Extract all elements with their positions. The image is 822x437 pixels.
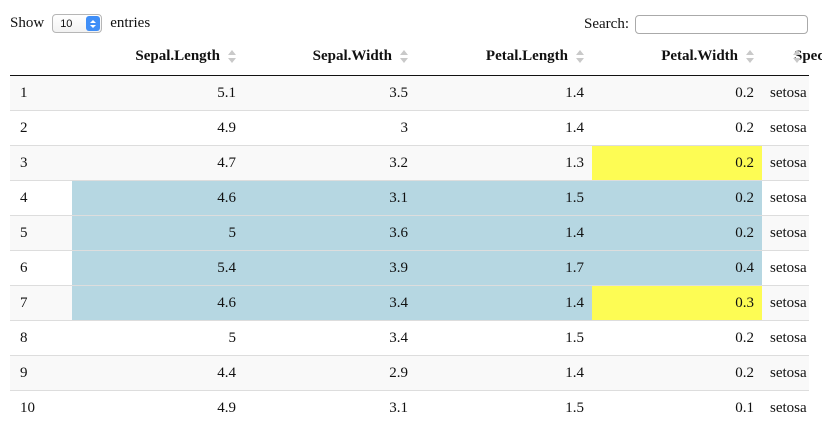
search-label: Search: <box>584 16 629 32</box>
cell-sepal-length-highlighted: 4.6 <box>72 180 244 216</box>
cell-petal-width: 0.2 <box>592 75 762 111</box>
page-length-value: 10 <box>60 17 73 30</box>
sort-icon <box>793 50 801 64</box>
cell-species: setosa <box>762 355 809 391</box>
cell-sepal-length: 4.9 <box>72 110 244 146</box>
cell-sepal-length: 4.7 <box>72 145 244 181</box>
cell-sepal-length-highlighted: 5.4 <box>72 250 244 286</box>
column-header-petal-width[interactable]: Petal.Width <box>592 38 762 76</box>
sort-icon <box>228 50 236 64</box>
cell-sepal-width: 3.5 <box>244 75 416 111</box>
cell-species: setosa <box>762 110 809 146</box>
row-number: 3 <box>10 145 72 181</box>
cell-species: setosa <box>762 390 809 425</box>
column-header-label: Sepal.Width <box>312 48 392 64</box>
select-arrows-icon <box>86 16 101 31</box>
row-number: 6 <box>10 250 72 286</box>
table-row[interactable]: 3 4.7 3.2 1.3 0.2 setosa <box>10 145 809 181</box>
table-row[interactable]: 8 5 3.4 1.5 0.2 setosa <box>10 320 809 356</box>
cell-petal-width: 0.2 <box>592 320 762 356</box>
cell-petal-width-highlighted: 0.2 <box>592 145 762 181</box>
cell-sepal-width: 3.1 <box>244 390 416 425</box>
cell-sepal-width: 3 <box>244 110 416 146</box>
row-number: 7 <box>10 285 72 321</box>
cell-petal-length-highlighted: 1.4 <box>416 215 592 251</box>
cell-petal-length: 1.4 <box>416 355 592 391</box>
cell-petal-length: 1.5 <box>416 390 592 425</box>
table-row[interactable]: 9 4.4 2.9 1.4 0.2 setosa <box>10 355 809 391</box>
cell-petal-length-highlighted: 1.7 <box>416 250 592 286</box>
search-control: Search: <box>584 15 808 34</box>
table-row[interactable]: 7 4.6 3.4 1.4 0.3 setosa <box>10 285 809 321</box>
column-header-species[interactable]: Species <box>762 38 822 76</box>
cell-sepal-width-highlighted: 3.6 <box>244 215 416 251</box>
cell-species: setosa <box>762 250 809 286</box>
cell-species: setosa <box>762 145 809 181</box>
cell-petal-length: 1.4 <box>416 75 592 111</box>
cell-petal-width: 0.1 <box>592 390 762 425</box>
sort-icon <box>400 50 408 64</box>
sort-icon <box>746 50 754 64</box>
entries-label: entries <box>110 15 151 31</box>
cell-petal-length: 1.3 <box>416 145 592 181</box>
table-row[interactable]: 6 5.4 3.9 1.7 0.4 setosa <box>10 250 809 286</box>
column-header-index <box>10 38 72 76</box>
cell-petal-width-highlighted: 0.4 <box>592 250 762 286</box>
header-row: Sepal.Length Sepal.Width Petal.Length Pe… <box>10 38 822 76</box>
cell-petal-width: 0.2 <box>592 110 762 146</box>
table-row[interactable]: 10 4.9 3.1 1.5 0.1 setosa <box>10 390 809 425</box>
table-row[interactable]: 2 4.9 3 1.4 0.2 setosa <box>10 110 809 146</box>
row-number: 2 <box>10 110 72 146</box>
column-header-label: Species <box>794 48 822 64</box>
cell-sepal-length-highlighted: 4.6 <box>72 285 244 321</box>
table-row[interactable]: 4 4.6 3.1 1.5 0.2 setosa <box>10 180 809 216</box>
column-header-sepal-length[interactable]: Sepal.Length <box>72 38 244 76</box>
cell-sepal-width-highlighted: 3.9 <box>244 250 416 286</box>
cell-sepal-width: 2.9 <box>244 355 416 391</box>
column-header-petal-length[interactable]: Petal.Length <box>416 38 592 76</box>
cell-petal-width-highlighted: 0.2 <box>592 215 762 251</box>
row-number: 5 <box>10 215 72 251</box>
cell-petal-length: 1.5 <box>416 320 592 356</box>
cell-sepal-length-highlighted: 5 <box>72 215 244 251</box>
cell-sepal-length: 4.9 <box>72 390 244 425</box>
data-table: Sepal.Length Sepal.Width Petal.Length Pe… <box>10 38 822 425</box>
cell-petal-width-highlighted: 0.2 <box>592 180 762 216</box>
cell-sepal-width-highlighted: 3.4 <box>244 285 416 321</box>
show-label: Show <box>10 15 45 31</box>
page-length-select[interactable]: 10 <box>52 14 103 33</box>
table-controls: Show 10 entries Search: <box>0 0 822 44</box>
cell-species: setosa <box>762 285 809 321</box>
cell-sepal-width: 3.2 <box>244 145 416 181</box>
row-number: 4 <box>10 180 72 216</box>
column-header-sepal-width[interactable]: Sepal.Width <box>244 38 416 76</box>
cell-species: setosa <box>762 215 809 251</box>
cell-sepal-length: 5.1 <box>72 75 244 111</box>
cell-sepal-width-highlighted: 3.1 <box>244 180 416 216</box>
cell-species: setosa <box>762 75 809 111</box>
column-header-label: Sepal.Length <box>135 48 220 64</box>
cell-petal-width: 0.2 <box>592 355 762 391</box>
row-number: 1 <box>10 75 72 111</box>
table-row[interactable]: 1 5.1 3.5 1.4 0.2 setosa <box>10 75 809 111</box>
row-number: 9 <box>10 355 72 391</box>
cell-petal-length-highlighted: 1.5 <box>416 180 592 216</box>
cell-petal-width-highlighted: 0.3 <box>592 285 762 321</box>
cell-sepal-width: 3.4 <box>244 320 416 356</box>
cell-petal-length-highlighted: 1.4 <box>416 285 592 321</box>
row-number: 8 <box>10 320 72 356</box>
column-header-label: Petal.Length <box>485 48 568 64</box>
page-length-control: Show 10 entries <box>10 14 150 33</box>
column-header-label: Petal.Width <box>661 48 738 64</box>
sort-icon <box>576 50 584 64</box>
cell-petal-length: 1.4 <box>416 110 592 146</box>
cell-sepal-length: 4.4 <box>72 355 244 391</box>
row-number: 10 <box>10 390 72 425</box>
cell-species: setosa <box>762 320 809 356</box>
table-row[interactable]: 5 5 3.6 1.4 0.2 setosa <box>10 215 809 251</box>
search-input[interactable] <box>635 15 808 34</box>
cell-species: setosa <box>762 180 809 216</box>
cell-sepal-length: 5 <box>72 320 244 356</box>
